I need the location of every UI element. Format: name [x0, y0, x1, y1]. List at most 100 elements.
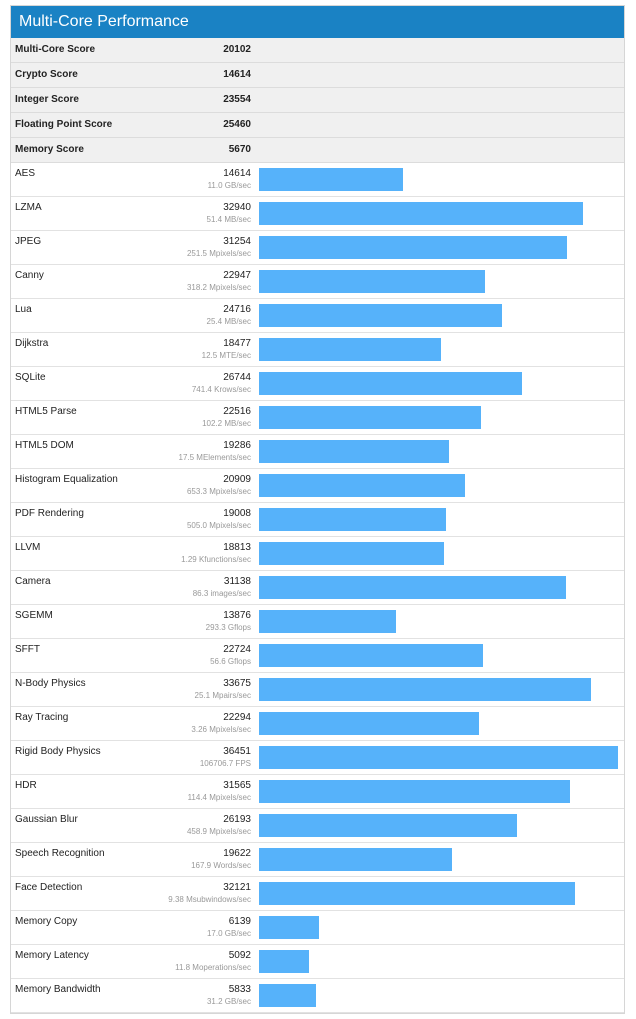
benchmark-label: Camera: [15, 576, 51, 587]
summary-table: Multi-Core Score 20102 Crypto Score 14614 In…: [11, 38, 624, 163]
benchmark-row: Gaussian Blur 26193 458.9 Mpixels/sec: [11, 809, 624, 843]
multi-core-panel: Multi-Core Performance Multi-Core Score 2…: [10, 5, 625, 1014]
benchmark-bar: [259, 814, 517, 837]
benchmark-row: N-Body Physics 33675 25.1 Mpairs/sec: [11, 673, 624, 707]
benchmark-label: Dijkstra: [15, 338, 49, 349]
summary-label: Multi-Core Score: [15, 44, 96, 55]
benchmark-rate: 1.29 Kfunctions/sec: [181, 555, 251, 564]
benchmark-row: HTML5 DOM 19286 17.5 MElements/sec: [11, 435, 624, 469]
benchmark-rate: 114.4 Mpixels/sec: [187, 793, 251, 802]
benchmark-rate: 11.0 GB/sec: [207, 181, 251, 190]
benchmark-bar: [259, 542, 444, 565]
benchmark-label: Gaussian Blur: [15, 814, 78, 825]
summary-label: Floating Point Score: [15, 119, 113, 130]
benchmark-rate: 167.9 Words/sec: [191, 861, 251, 870]
benchmark-score: 14614: [223, 168, 251, 179]
benchmark-bar: [259, 440, 449, 463]
benchmark-rate: 9.38 Msubwindows/sec: [168, 895, 251, 904]
benchmark-bar: [259, 474, 465, 497]
benchmark-bar: [259, 848, 452, 871]
benchmark-bar: [259, 610, 396, 633]
benchmark-row: SQLite 26744 741.4 Krows/sec: [11, 367, 624, 401]
benchmark-rate: 56.6 Gflops: [210, 657, 251, 666]
summary-label: Integer Score: [15, 94, 79, 105]
benchmark-row: HTML5 Parse 22516 102.2 MB/sec: [11, 401, 624, 435]
benchmark-bar: [259, 984, 316, 1007]
benchmark-bar: [259, 644, 483, 667]
benchmark-row: Camera 31138 86.3 images/sec: [11, 571, 624, 605]
benchmark-row: Memory Copy 6139 17.0 GB/sec: [11, 911, 624, 945]
benchmark-score: 5833: [228, 984, 251, 995]
benchmark-row: JPEG 31254 251.5 Mpixels/sec: [11, 231, 624, 265]
benchmark-rate: 458.9 Mpixels/sec: [186, 827, 251, 836]
summary-value: 14614: [223, 69, 251, 80]
benchmark-rate: 106706.7 FPS: [199, 759, 251, 768]
benchmark-label: Memory Bandwidth: [15, 984, 101, 995]
benchmark-label: Memory Latency: [15, 950, 89, 961]
benchmark-bar: [259, 304, 502, 327]
benchmark-label: SQLite: [15, 372, 46, 383]
benchmark-score: 19008: [223, 508, 251, 519]
benchmark-label: HTML5 DOM: [15, 440, 74, 451]
benchmark-row: Face Detection 32121 9.38 Msubwindows/sec: [11, 877, 624, 911]
benchmark-label: Memory Copy: [15, 916, 78, 927]
benchmark-rate: 741.4 Krows/sec: [191, 385, 251, 394]
benchmark-row: PDF Rendering 19008 505.0 Mpixels/sec: [11, 503, 624, 537]
benchmark-score: 22294: [223, 712, 251, 723]
benchmark-row: Dijkstra 18477 12.5 MTE/sec: [11, 333, 624, 367]
benchmark-score: 18813: [223, 542, 251, 553]
benchmark-score: 26744: [223, 372, 251, 383]
benchmark-score: 36451: [223, 746, 251, 757]
benchmark-rate: 293.3 Gflops: [205, 623, 251, 632]
benchmark-label: Speech Recognition: [15, 848, 105, 859]
benchmark-score: 19286: [223, 440, 251, 451]
benchmark-row: Ray Tracing 22294 3.26 Mpixels/sec: [11, 707, 624, 741]
benchmark-bar: [259, 338, 441, 361]
benchmark-bar: [259, 882, 575, 905]
benchmark-bar: [259, 576, 566, 599]
benchmark-rate: 251.5 Mpixels/sec: [186, 249, 251, 258]
benchmark-row: SGEMM 13876 293.3 Gflops: [11, 605, 624, 639]
panel-title: Multi-Core Performance: [11, 6, 624, 38]
benchmark-bar: [259, 236, 567, 259]
summary-label: Crypto Score: [15, 69, 78, 80]
summary-label: Memory Score: [15, 144, 84, 155]
benchmark-rate: 102.2 MB/sec: [202, 419, 251, 428]
benchmark-rate: 86.3 images/sec: [192, 589, 251, 598]
benchmark-rate: 17.5 MElements/sec: [178, 453, 251, 462]
summary-value: 20102: [223, 44, 251, 55]
benchmark-chart: AES 14614 11.0 GB/sec LZMA 32940 51.4 MB/sec J…: [11, 163, 624, 1013]
benchmark-row: Histogram Equalization 20909 653.3 Mpixels…: [11, 469, 624, 503]
benchmark-rate: 31.2 GB/sec: [206, 997, 251, 1006]
benchmark-rate: 17.0 GB/sec: [206, 929, 251, 938]
summary-value: 5670: [228, 144, 251, 155]
benchmark-score: 18477: [223, 338, 251, 349]
benchmark-rate: 25.4 MB/sec: [206, 317, 251, 326]
benchmark-score: 33675: [223, 678, 251, 689]
benchmark-row: LLVM 18813 1.29 Kfunctions/sec: [11, 537, 624, 571]
summary-value: 23554: [223, 94, 251, 105]
benchmark-score: 31565: [223, 780, 251, 791]
benchmark-score: 20909: [223, 474, 251, 485]
benchmark-bar: [259, 780, 570, 803]
summary-row: Memory Score 5670: [11, 138, 624, 163]
benchmark-label: SGEMM: [15, 610, 53, 621]
benchmark-row: Canny 22947 318.2 Mpixels/sec: [11, 265, 624, 299]
benchmark-bar: [259, 406, 481, 429]
benchmark-label: Canny: [15, 270, 44, 281]
benchmark-score: 22516: [223, 406, 251, 417]
benchmark-row: Memory Bandwidth 5833 31.2 GB/sec: [11, 979, 624, 1013]
benchmark-row: HDR 31565 114.4 Mpixels/sec: [11, 775, 624, 809]
benchmark-label: LLVM: [15, 542, 41, 553]
benchmark-label: HTML5 Parse: [15, 406, 77, 417]
benchmark-score: 22947: [223, 270, 251, 281]
benchmark-rate: 11.8 Moperations/sec: [175, 963, 251, 972]
benchmark-label: LZMA: [15, 202, 42, 213]
benchmark-score: 26193: [223, 814, 251, 825]
benchmark-rate: 505.0 Mpixels/sec: [186, 521, 251, 530]
benchmark-score: 32940: [223, 202, 251, 213]
benchmark-label: PDF Rendering: [15, 508, 84, 519]
benchmark-label: Rigid Body Physics: [15, 746, 101, 757]
summary-row: Crypto Score 14614: [11, 63, 624, 88]
benchmark-bar: [259, 372, 522, 395]
